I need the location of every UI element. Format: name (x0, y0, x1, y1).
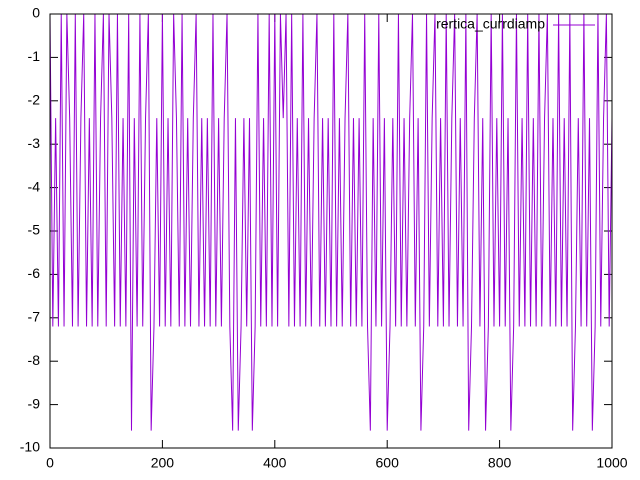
y-tick-label: -7 (28, 309, 41, 325)
data-line (49, 13, 613, 431)
y-tick-label: -5 (28, 222, 41, 238)
y-tick-label: -3 (28, 135, 41, 151)
plot-border (49, 13, 613, 449)
y-tick-label: -8 (28, 352, 41, 368)
y-tick-label: -4 (28, 178, 41, 194)
x-tick-label: 800 (488, 455, 512, 471)
x-tick-label: 1000 (596, 455, 627, 471)
y-tick-label: -9 (28, 395, 41, 411)
legend-label: rertica_currdiamp (436, 16, 545, 32)
y-tick-label: -6 (28, 265, 41, 281)
x-tick-label: 200 (151, 455, 175, 471)
y-tick-label: 0 (32, 5, 40, 21)
y-tick-label: -10 (20, 439, 40, 455)
y-tick-label: -2 (28, 92, 41, 108)
x-tick-label: 600 (376, 455, 400, 471)
x-tick-label: 400 (263, 455, 287, 471)
x-tick-label: 0 (46, 455, 54, 471)
y-tick-label: -1 (28, 48, 41, 64)
